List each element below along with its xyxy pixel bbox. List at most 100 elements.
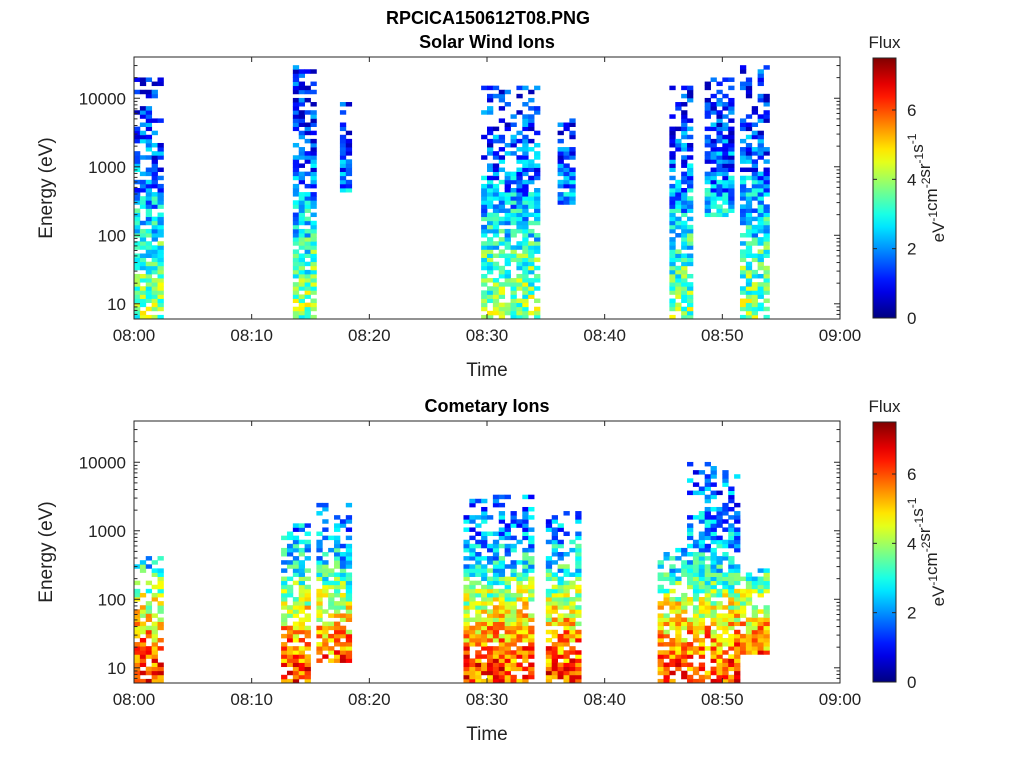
heatmap-cell (763, 188, 770, 193)
heatmap-cell (286, 531, 294, 537)
heatmap-cell (516, 625, 523, 631)
heatmap-cell (322, 646, 329, 651)
heatmap-cell (481, 282, 488, 287)
heatmap-cell (304, 666, 311, 672)
heatmap-cell (528, 175, 535, 181)
heatmap-cell (134, 658, 141, 663)
heatmap-cell (492, 556, 500, 561)
heatmap-cell (557, 601, 564, 606)
heatmap-cell (481, 556, 488, 561)
heatmap-cell (304, 654, 311, 659)
heatmap-cell (663, 670, 670, 676)
heatmap-cell (139, 183, 147, 189)
heatmap-cell (687, 527, 694, 532)
heatmap-cell (722, 637, 729, 643)
heatmap-cell (763, 273, 770, 279)
heatmap-cell (557, 674, 564, 680)
heatmap-cell (481, 519, 488, 524)
heatmap-cell (516, 314, 523, 320)
heatmap-cell (322, 584, 329, 590)
heatmap-cell (516, 662, 523, 668)
heatmap-cell (722, 179, 729, 185)
heatmap-cell (728, 85, 735, 91)
heatmap-cell (516, 523, 523, 528)
heatmap-cell (745, 253, 753, 258)
heatmap-cell (504, 306, 511, 312)
heatmap-cell (322, 568, 329, 573)
heatmap-cell (304, 547, 311, 553)
heatmap-cell (339, 543, 347, 549)
heatmap-cell (687, 208, 694, 213)
heatmap-cell (516, 576, 523, 582)
heatmap-cell (675, 629, 682, 635)
heatmap-cell (687, 666, 694, 672)
heatmap-cell (704, 670, 711, 676)
heatmap-cell (487, 110, 494, 115)
heatmap-cell (545, 621, 553, 627)
heatmap-cell (557, 151, 564, 156)
heatmap-cell (139, 609, 147, 614)
heatmap-cell (716, 576, 723, 582)
heatmap-cell (481, 654, 488, 659)
heatmap-cell (528, 568, 535, 573)
heatmap-cell (745, 167, 753, 173)
heatmap-cell (751, 580, 759, 586)
heatmap-cell (663, 629, 670, 635)
panel-solar-wind: 08:00 08:10 08:20 08:30 08:40 08:50 09:0010100… (36, 32, 948, 381)
heatmap-cell (328, 584, 335, 590)
heatmap-cell (716, 539, 723, 545)
heatmap-cell (675, 597, 682, 602)
heatmap-cell (675, 294, 682, 299)
heatmap-cell (763, 167, 770, 173)
heatmap-cell (498, 269, 506, 275)
heatmap-cell (710, 637, 717, 643)
heatmap-cell (722, 77, 729, 82)
heatmap-cell (498, 674, 506, 680)
heatmap-cell (498, 265, 506, 271)
heatmap-cell (522, 257, 529, 263)
heatmap-cell (528, 89, 535, 95)
heatmap-cell (481, 588, 488, 594)
heatmap-cell (745, 228, 753, 234)
heatmap-cell (345, 646, 353, 651)
heatmap-cell (675, 290, 682, 295)
heatmap-cell (745, 588, 753, 594)
heatmap-cell (334, 658, 341, 663)
heatmap-cell (345, 597, 353, 602)
heatmap-cell (475, 498, 482, 504)
heatmap-cell (528, 212, 535, 218)
heatmap-cell (487, 613, 494, 618)
heatmap-cell (310, 237, 317, 242)
heatmap-cell (522, 494, 529, 500)
heatmap-cell (569, 605, 576, 610)
heatmap-cell (745, 290, 753, 295)
heatmap-cell (704, 506, 711, 512)
heatmap-cell (286, 658, 294, 663)
heatmap-cell (304, 159, 311, 164)
heatmap-cell (687, 245, 694, 250)
heatmap-cell (492, 666, 500, 672)
heatmap-cell (510, 625, 517, 631)
heatmap-cell (504, 637, 511, 643)
heatmap-cell (734, 621, 741, 627)
heatmap-cell (310, 130, 317, 136)
heatmap-cell (292, 183, 300, 189)
heatmap-cell (657, 564, 664, 569)
heatmap-cell (722, 192, 729, 197)
heatmap-cell (698, 637, 706, 643)
heatmap-cell (487, 560, 494, 565)
heatmap-cell (663, 552, 670, 557)
heatmap-cell (304, 302, 311, 308)
heatmap-cell (310, 286, 317, 291)
heatmap-cell (498, 535, 506, 541)
heatmap-cell (145, 216, 153, 222)
heatmap-cell (528, 261, 535, 267)
heatmap-cell (498, 588, 506, 594)
heatmap-cell (504, 617, 511, 622)
heatmap-cell (569, 646, 576, 651)
heatmap-cell (481, 233, 488, 238)
heatmap-cell (510, 519, 517, 524)
heatmap-cell (134, 155, 141, 160)
heatmap-cell (716, 179, 723, 185)
heatmap-cell (687, 134, 694, 140)
